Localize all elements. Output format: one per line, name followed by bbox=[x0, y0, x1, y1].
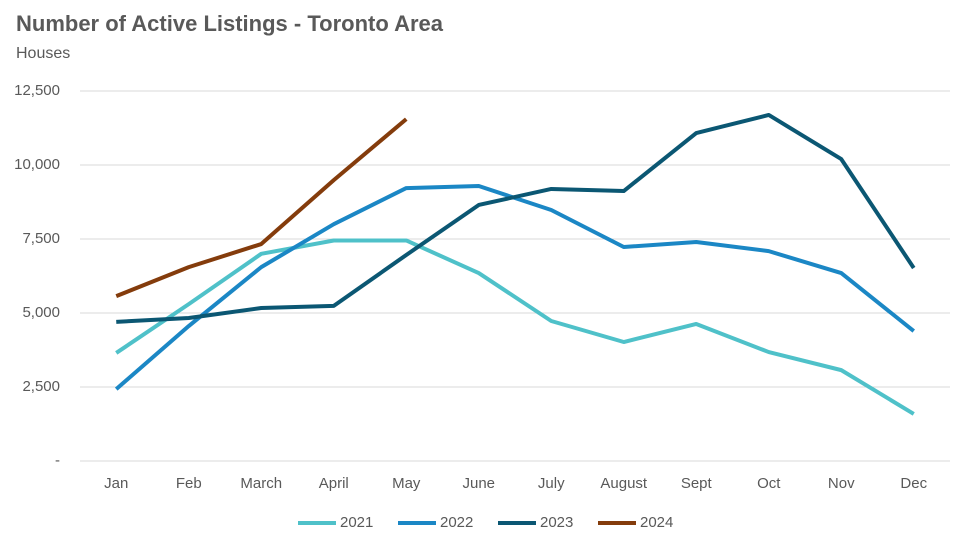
y-tick-label: 7,500 bbox=[22, 230, 60, 247]
y-tick-label: 10,000 bbox=[14, 156, 60, 173]
series-line bbox=[116, 112, 916, 324]
y-tick-label: 5,000 bbox=[22, 304, 60, 321]
y-tick-label: - bbox=[55, 452, 60, 469]
legend-label: 2021 bbox=[340, 514, 373, 531]
series-line bbox=[115, 238, 915, 416]
x-tick-label: Oct bbox=[757, 475, 781, 492]
legend-label: 2023 bbox=[540, 514, 573, 531]
series-line bbox=[115, 117, 408, 298]
x-tick-label: Sept bbox=[681, 475, 713, 492]
legend-label: 2022 bbox=[440, 514, 473, 531]
chart-subtitle: Houses bbox=[16, 45, 70, 62]
y-tick-label: 12,500 bbox=[14, 82, 60, 99]
x-tick-label: June bbox=[462, 475, 495, 492]
x-tick-label: Jan bbox=[104, 475, 128, 492]
legend-label: 2024 bbox=[640, 514, 673, 531]
x-tick-label: Nov bbox=[828, 475, 855, 492]
x-tick-label: March bbox=[240, 475, 282, 492]
x-tick-label: July bbox=[538, 475, 565, 492]
y-tick-label: 2,500 bbox=[22, 378, 60, 395]
chart-title: Number of Active Listings - Toronto Area bbox=[16, 11, 444, 36]
x-tick-label: August bbox=[600, 475, 648, 492]
x-tick-label: April bbox=[319, 475, 349, 492]
x-tick-label: Feb bbox=[176, 475, 202, 492]
x-tick-label: May bbox=[392, 475, 421, 492]
x-tick-label: Dec bbox=[900, 475, 927, 492]
